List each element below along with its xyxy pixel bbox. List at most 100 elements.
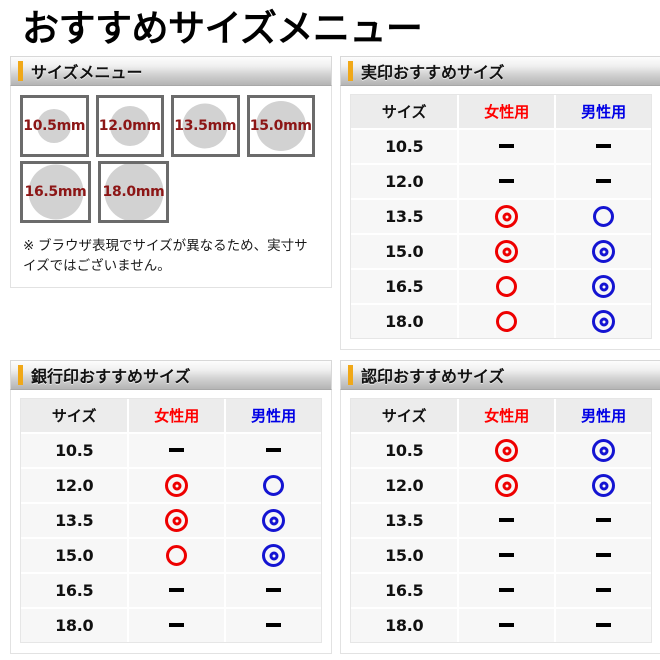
cell-size: 13.5: [351, 503, 460, 539]
accent-bar-icon: [348, 365, 353, 385]
mark-dash: [596, 144, 612, 149]
cell-male: [225, 503, 321, 539]
cell-female: [128, 433, 227, 469]
size-swatch[interactable]: 12.0mm: [95, 95, 164, 157]
double-circle-icon: [262, 544, 286, 567]
cell-female: [458, 468, 557, 504]
cell-male: [555, 433, 651, 469]
header-male: 男性用: [225, 399, 321, 434]
cell-male: [225, 538, 321, 574]
dash-icon: [169, 588, 185, 593]
cell-male: [225, 468, 321, 504]
size-swatch[interactable]: 18.0mm: [98, 161, 169, 223]
mark-dash: [596, 179, 612, 184]
double-circle-icon: [592, 275, 616, 298]
swatch-label: 13.5mm: [174, 118, 237, 134]
mark-dash: [596, 518, 612, 523]
double-circle-icon: [592, 240, 616, 263]
cell-size: 18.0: [351, 608, 460, 642]
size-swatch[interactable]: 16.5mm: [20, 161, 91, 223]
size-swatch[interactable]: 15.0mm: [246, 95, 315, 157]
section-title-jitsuin: 実印おすすめサイズ: [361, 65, 505, 82]
swatch-label: 12.0mm: [98, 118, 161, 134]
cell-size: 16.5: [351, 573, 460, 609]
mark-double-circle: [495, 205, 519, 228]
swatch-label: 10.5mm: [23, 118, 86, 134]
cell-male: [225, 608, 321, 642]
table-row: 18.0: [351, 304, 651, 338]
dash-icon: [266, 448, 282, 453]
swatch-row: 10.5mm 12.0mm 13.5mm 15.0mm: [20, 95, 322, 157]
dash-icon: [499, 144, 515, 149]
cell-male: [225, 573, 321, 609]
cell-female: [458, 129, 557, 165]
mark-single-circle: [166, 545, 188, 566]
dash-icon: [596, 623, 612, 628]
cell-female: [458, 538, 557, 574]
circle-icon: [496, 311, 518, 332]
double-circle-icon: [495, 240, 519, 263]
circle-icon: [593, 206, 615, 227]
double-circle-icon: [495, 205, 519, 228]
mark-dash: [499, 144, 515, 149]
mark-double-circle: [262, 509, 286, 532]
mark-single-circle: [496, 311, 518, 332]
table-row: 10.5: [351, 129, 651, 165]
mark-dash: [499, 518, 515, 523]
table-row: 18.0: [351, 608, 651, 642]
cell-size: 10.5: [21, 433, 130, 469]
cell-size: 10.5: [351, 433, 460, 469]
swatch-circle-icon: [28, 164, 83, 220]
cell-size: 16.5: [21, 573, 130, 609]
table-header-row: サイズ 女性用 男性用: [351, 399, 651, 434]
mark-dash: [169, 623, 185, 628]
cell-female: [128, 573, 227, 609]
cell-female: [458, 608, 557, 642]
dash-icon: [266, 623, 282, 628]
cell-female: [458, 269, 557, 305]
dash-icon: [596, 144, 612, 149]
double-circle-icon: [262, 509, 286, 532]
mark-dash: [499, 179, 515, 184]
cell-size: 18.0: [21, 608, 130, 642]
cell-male: [555, 503, 651, 539]
panel-size-menu: サイズメニュー 10.5mm 12.0mm 13.5mm 15.0mm 16.5mm 18…: [10, 56, 332, 350]
mark-single-circle: [263, 475, 285, 496]
mark-dash: [266, 588, 282, 593]
cell-female: [128, 468, 227, 504]
cell-size: 13.5: [21, 503, 130, 539]
header-female: 女性用: [458, 399, 557, 434]
dash-icon: [266, 588, 282, 593]
header-female: 女性用: [458, 95, 557, 130]
mark-dash: [596, 588, 612, 593]
size-swatch[interactable]: 10.5mm: [20, 95, 89, 157]
panel-body-size-menu: 10.5mm 12.0mm 13.5mm 15.0mm 16.5mm 18.0mm ※ ブ…: [10, 86, 332, 289]
double-circle-icon: [495, 474, 519, 497]
panel-ginkoin: 銀行印おすすめサイズ サイズ 女性用 男性用 10.5 12.0 13.5 15.0 16.5…: [10, 360, 332, 654]
mark-dash: [596, 623, 612, 628]
swatch-circle-icon: [109, 106, 150, 146]
dash-icon: [596, 588, 612, 593]
recommendation-table: サイズ 女性用 男性用 10.5 12.0 13.5 15.0 16.5 18.0: [351, 95, 651, 338]
accent-bar-icon: [18, 365, 23, 385]
cell-female: [458, 199, 557, 235]
table-row: 16.5: [351, 573, 651, 609]
section-title-size-menu: サイズメニュー: [31, 65, 143, 82]
swatch-container: 10.5mm 12.0mm 13.5mm 15.0mm 16.5mm 18.0mm: [20, 94, 322, 223]
cell-size: 12.0: [351, 468, 460, 504]
circle-icon: [166, 545, 188, 566]
double-circle-icon: [165, 509, 189, 532]
swatch-label: 15.0mm: [249, 118, 312, 134]
mark-double-circle: [495, 240, 519, 263]
table-row: 15.0: [351, 538, 651, 574]
swatch-circle-icon: [37, 109, 72, 143]
table-row: 13.5: [351, 503, 651, 539]
table-row: 13.5: [351, 199, 651, 235]
mark-double-circle: [592, 439, 616, 462]
size-swatch[interactable]: 13.5mm: [171, 95, 240, 157]
panel-body-ginkoin: サイズ 女性用 男性用 10.5 12.0 13.5 15.0 16.5 18.0: [10, 390, 332, 654]
mark-double-circle: [262, 544, 286, 567]
circle-icon: [496, 276, 518, 297]
cell-male: [555, 573, 651, 609]
table-row: 10.5: [351, 433, 651, 469]
